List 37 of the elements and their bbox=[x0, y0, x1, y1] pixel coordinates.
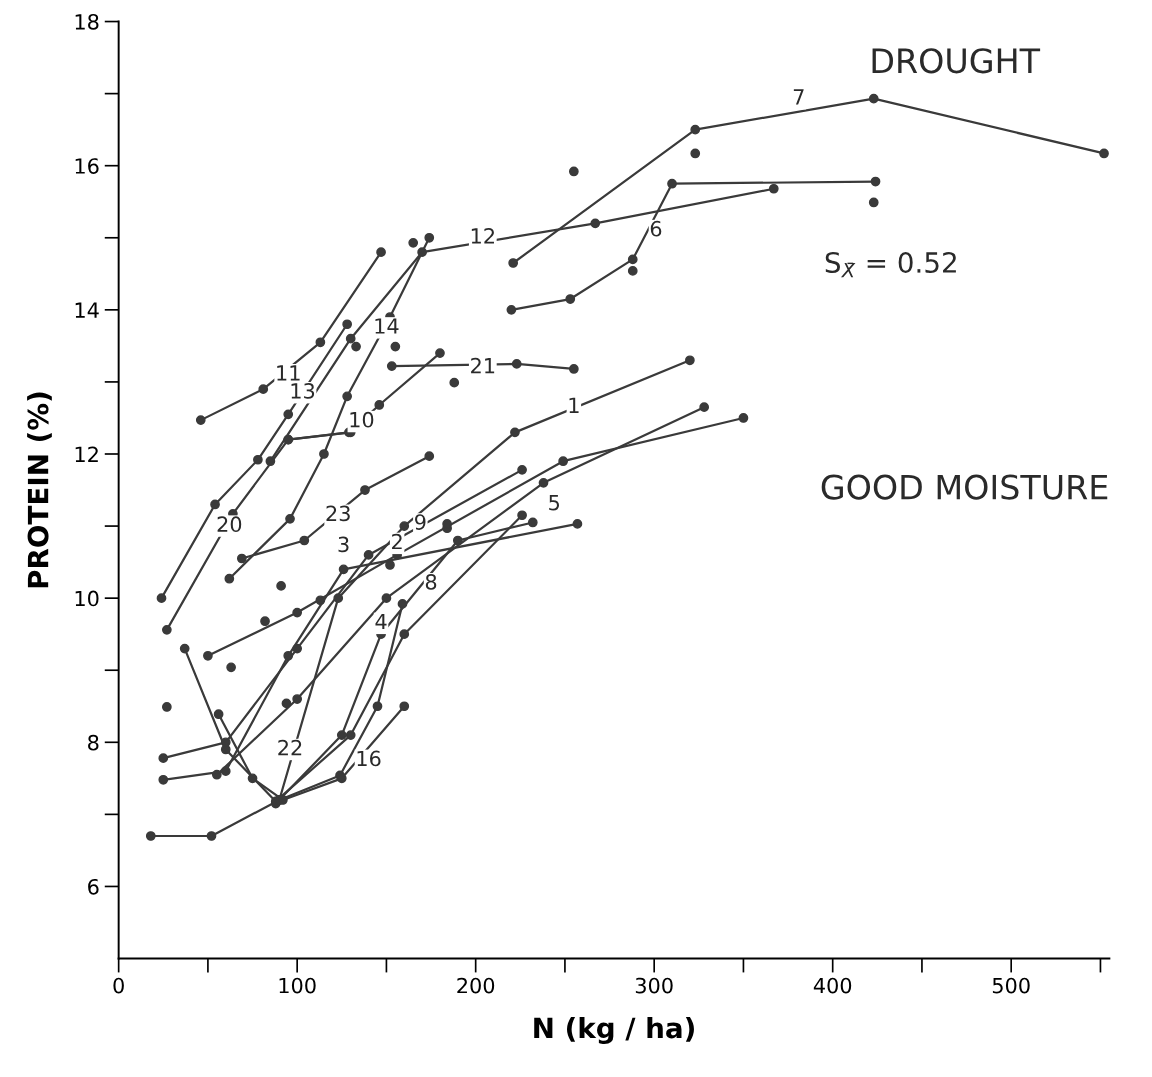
annotation: 9 bbox=[415, 514, 426, 530]
annotation: GOOD MOISTURE bbox=[821, 474, 1108, 500]
annotation: 5 bbox=[549, 495, 560, 511]
annotation: 11 bbox=[277, 365, 300, 381]
x-tick-label: 100 bbox=[279, 977, 316, 994]
y-tick-label: 6 bbox=[88, 878, 99, 895]
y-tick-label: 8 bbox=[88, 734, 99, 751]
annotation: 20 bbox=[217, 516, 242, 533]
annotation: 23 bbox=[326, 505, 350, 522]
annotation: 2 bbox=[392, 533, 402, 550]
x-tick-label: 300 bbox=[635, 977, 673, 994]
annotation: 7 bbox=[793, 89, 804, 105]
annotation: 12 bbox=[471, 228, 494, 244]
annotation: 6 bbox=[650, 220, 662, 237]
x-tick-label: 200 bbox=[457, 977, 495, 994]
annotation: 16 bbox=[357, 750, 381, 767]
y-tick-label: 12 bbox=[75, 446, 98, 462]
annotation: 14 bbox=[375, 318, 399, 334]
annotation: 4 bbox=[375, 613, 387, 630]
annotation: 8 bbox=[425, 574, 437, 590]
y-tick-label: 10 bbox=[75, 590, 99, 607]
x-tick-label: 500 bbox=[992, 977, 1030, 994]
x-axis-title: N (kg / ha) bbox=[534, 1016, 694, 1044]
annotation: 13 bbox=[291, 383, 315, 399]
y-tick-label: 18 bbox=[75, 13, 99, 30]
annotation: 21 bbox=[471, 357, 495, 374]
annotation: DROUGHT bbox=[872, 48, 1041, 74]
x-tick-label: 400 bbox=[813, 977, 852, 994]
annotation: S$_{X̄}$ = 0.52 bbox=[825, 251, 956, 278]
y-axis-title: PROTEIN (%) bbox=[27, 392, 52, 588]
y-tick-label: 14 bbox=[75, 302, 99, 318]
x-tick-label: 0 bbox=[113, 977, 124, 994]
annotation: 3 bbox=[338, 536, 349, 553]
annotation: 22 bbox=[278, 739, 302, 756]
y-tick-label: 16 bbox=[75, 158, 99, 174]
annotation: 1 bbox=[569, 397, 579, 413]
annotation: 10 bbox=[350, 411, 374, 428]
